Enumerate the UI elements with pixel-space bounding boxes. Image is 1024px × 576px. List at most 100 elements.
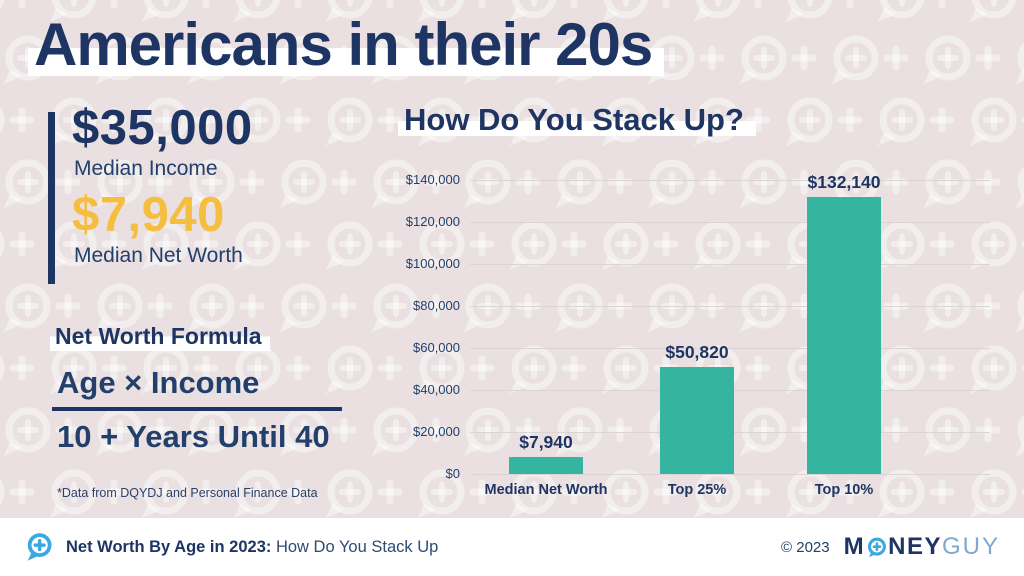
pattern-bubble-icon <box>740 407 787 456</box>
stats-accent-bar <box>48 112 55 284</box>
footer-title-bold: Net Worth By Age in 2023: <box>66 537 272 556</box>
pattern-bubble-icon <box>280 283 327 332</box>
pattern-plus-icon <box>9 355 35 381</box>
pattern-bubble-icon <box>142 97 189 146</box>
chart-gridline <box>470 180 990 181</box>
pattern-plus-icon <box>55 417 81 443</box>
pattern-bubble-icon <box>0 478 5 506</box>
pattern-bubble-icon <box>1016 290 1024 332</box>
pattern-plus-icon <box>331 417 357 443</box>
formula-divider-line <box>52 407 342 411</box>
footer-title: Net Worth By Age in 2023: How Do You Sta… <box>66 538 438 557</box>
y-tick-label: $40,000 <box>413 382 460 397</box>
pattern-bubble-icon <box>234 97 281 146</box>
pattern-bubble-icon <box>740 159 787 208</box>
pattern-plus-icon <box>837 107 863 133</box>
pattern-plus-icon <box>101 479 127 505</box>
pattern-plus-icon <box>193 355 219 381</box>
category-label: Top 25% <box>667 482 727 498</box>
y-tick-label: $140,000 <box>405 172 460 187</box>
pattern-bubble-icon <box>740 35 787 84</box>
y-tick-label: $20,000 <box>413 424 460 439</box>
chart-gridline <box>470 264 990 265</box>
pattern-plus-icon <box>377 355 403 381</box>
pattern-plus-icon <box>653 231 679 257</box>
pattern-bubble-icon <box>0 354 5 382</box>
pattern-bubble-icon <box>4 407 51 456</box>
pattern-bubble-icon <box>694 0 741 22</box>
pattern-plus-icon <box>699 45 725 71</box>
pattern-bubble-icon <box>0 230 5 258</box>
copyright-text: © 2023 <box>781 538 830 556</box>
pattern-plus-icon <box>929 355 955 381</box>
pattern-plus-icon <box>929 231 955 257</box>
pattern-bubble-icon <box>786 97 833 146</box>
brand-letters-ney: NEY <box>888 533 942 560</box>
pattern-plus-icon <box>101 231 127 257</box>
pattern-bubble-icon <box>1016 42 1024 84</box>
pattern-plus-icon <box>938 0 946 9</box>
pattern-plus-icon <box>883 417 909 443</box>
pattern-bubble-icon <box>372 159 419 208</box>
median-income-value: $35,000 <box>72 101 253 155</box>
bar-value-label: $132,140 <box>807 172 881 192</box>
chart-title-text: How Do You Stack Up? <box>398 102 756 137</box>
brand-bubble-o-icon <box>868 537 887 557</box>
pattern-bubble-icon <box>96 407 143 456</box>
pattern-plus-icon <box>377 479 403 505</box>
chart-gridline <box>470 306 990 307</box>
pattern-plus-icon <box>754 0 762 9</box>
pattern-plus-icon <box>791 169 817 195</box>
pattern-bubble-icon <box>234 469 281 518</box>
pattern-plus-icon <box>469 479 495 505</box>
category-label: Median Net Worth <box>484 482 608 498</box>
pattern-bubble-icon <box>326 221 373 270</box>
pattern-bubble-icon <box>418 221 465 270</box>
pattern-plus-icon <box>515 169 541 195</box>
pattern-plus-icon <box>202 0 210 9</box>
pattern-plus-icon <box>18 0 26 9</box>
pattern-plus-icon <box>883 169 909 195</box>
moneyguy-bubble-icon <box>27 533 52 561</box>
data-source-footnote: *Data from DQYDJ and Personal Finance Da… <box>57 486 318 500</box>
pattern-plus-icon <box>975 45 1001 71</box>
pattern-plus-icon <box>193 479 219 505</box>
pattern-bubble-icon <box>878 345 925 394</box>
pattern-bubble-icon <box>326 469 373 518</box>
pattern-plus-icon <box>561 479 587 505</box>
pattern-plus-icon <box>331 293 357 319</box>
pattern-plus-icon <box>9 479 35 505</box>
pattern-plus-icon <box>294 0 302 9</box>
pattern-bubble-icon <box>832 35 879 84</box>
pattern-bubble-icon <box>4 283 51 332</box>
pattern-bubble-icon <box>464 407 511 456</box>
pattern-plus-icon <box>101 355 127 381</box>
median-income-label: Median Income <box>74 156 218 180</box>
y-tick-label: $0 <box>445 466 460 481</box>
pattern-plus-icon <box>607 169 633 195</box>
pattern-bubble-icon <box>878 0 925 22</box>
y-tick-label: $100,000 <box>405 256 460 271</box>
pattern-bubble-icon <box>188 407 235 456</box>
pattern-plus-icon <box>561 231 587 257</box>
pattern-bubble-icon <box>418 469 465 518</box>
chart-gridline <box>470 474 990 475</box>
moneyguy-logo: M NEY GUY <box>844 533 1000 561</box>
page-title: Americans in their 20s <box>28 10 665 79</box>
pattern-bubble-icon <box>326 345 373 394</box>
pattern-plus-icon <box>147 169 173 195</box>
pattern-plus-icon <box>662 0 670 9</box>
pattern-plus-icon <box>846 0 854 9</box>
pattern-plus-icon <box>745 355 771 381</box>
pattern-bubble-icon <box>694 221 741 270</box>
pattern-plus-icon <box>239 293 265 319</box>
pattern-plus-icon <box>9 231 35 257</box>
pattern-plus-icon <box>239 169 265 195</box>
pattern-bubble-icon <box>4 159 51 208</box>
brand-letter-m: M <box>843 533 866 560</box>
pattern-plus-icon <box>377 231 403 257</box>
pattern-plus-icon <box>745 231 771 257</box>
footer-title-regular: How Do You Stack Up <box>275 537 439 556</box>
pattern-bubble-icon <box>280 407 327 456</box>
